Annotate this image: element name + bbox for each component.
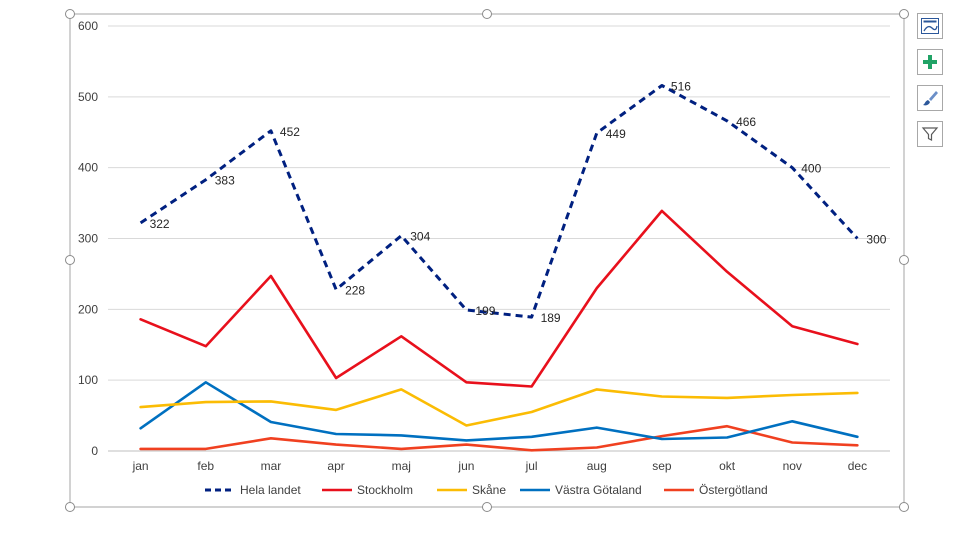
resize-handle[interactable] xyxy=(65,9,75,19)
resize-handle[interactable] xyxy=(482,9,492,19)
data-label: 300 xyxy=(866,233,886,247)
series-line-östergötland xyxy=(139,424,859,452)
series-line-stockholm xyxy=(139,209,859,388)
y-tick-label: 300 xyxy=(78,232,98,246)
data-label: 466 xyxy=(736,115,756,129)
resize-handle[interactable] xyxy=(65,502,75,512)
legend-label: Stockholm xyxy=(357,483,413,497)
chart-styles-button[interactable] xyxy=(917,85,943,111)
x-tick-label: nov xyxy=(783,459,802,473)
x-tick-label: apr xyxy=(327,459,344,473)
filter-icon xyxy=(921,127,939,141)
y-tick-label: 500 xyxy=(78,90,98,104)
data-label: 516 xyxy=(671,80,691,94)
data-label: 383 xyxy=(215,174,235,188)
chart-layout-icon xyxy=(921,18,939,34)
chart-frame[interactable] xyxy=(69,13,905,508)
y-tick-label: 0 xyxy=(91,444,98,458)
data-label: 189 xyxy=(541,311,561,325)
y-tick-label: 400 xyxy=(78,161,98,175)
x-tick-label: okt xyxy=(719,459,736,473)
chart-filters-button[interactable] xyxy=(917,121,943,147)
legend-label: Hela landet xyxy=(240,483,301,497)
brush-icon xyxy=(923,91,938,106)
x-tick-label: maj xyxy=(392,459,411,473)
chart-elements-button[interactable] xyxy=(917,13,943,39)
data-label: 304 xyxy=(410,230,430,244)
resize-handle[interactable] xyxy=(899,9,909,19)
add-element-button[interactable] xyxy=(917,49,943,75)
legend-label: Västra Götaland xyxy=(555,483,642,497)
resize-handle[interactable] xyxy=(899,255,909,265)
y-tick-label: 100 xyxy=(78,373,98,387)
resize-handle[interactable] xyxy=(482,502,492,512)
x-tick-label: feb xyxy=(197,459,214,473)
data-label: 449 xyxy=(606,127,626,141)
x-tick-label: dec xyxy=(848,459,867,473)
resize-handle[interactable] xyxy=(899,502,909,512)
series-line-hela-landet xyxy=(139,84,859,319)
x-tick-label: sep xyxy=(652,459,672,473)
plus-icon xyxy=(923,55,937,69)
legend-label: Östergötland xyxy=(699,483,768,497)
y-tick-label: 600 xyxy=(78,19,98,33)
data-label: 228 xyxy=(345,284,365,298)
legend-label: Skåne xyxy=(472,483,506,497)
y-tick-label: 200 xyxy=(78,302,98,316)
data-label: 199 xyxy=(475,304,495,318)
x-tick-label: mar xyxy=(261,459,282,473)
x-tick-label: jun xyxy=(457,459,474,473)
x-tick-label: aug xyxy=(587,459,607,473)
data-label: 400 xyxy=(801,162,821,176)
resize-handle[interactable] xyxy=(65,255,75,265)
x-tick-label: jul xyxy=(525,459,538,473)
series-line-västra-götaland xyxy=(139,380,859,442)
data-label: 452 xyxy=(280,125,300,139)
x-tick-label: jan xyxy=(132,459,149,473)
series-line-skåne xyxy=(139,388,859,427)
data-label: 322 xyxy=(150,217,170,231)
